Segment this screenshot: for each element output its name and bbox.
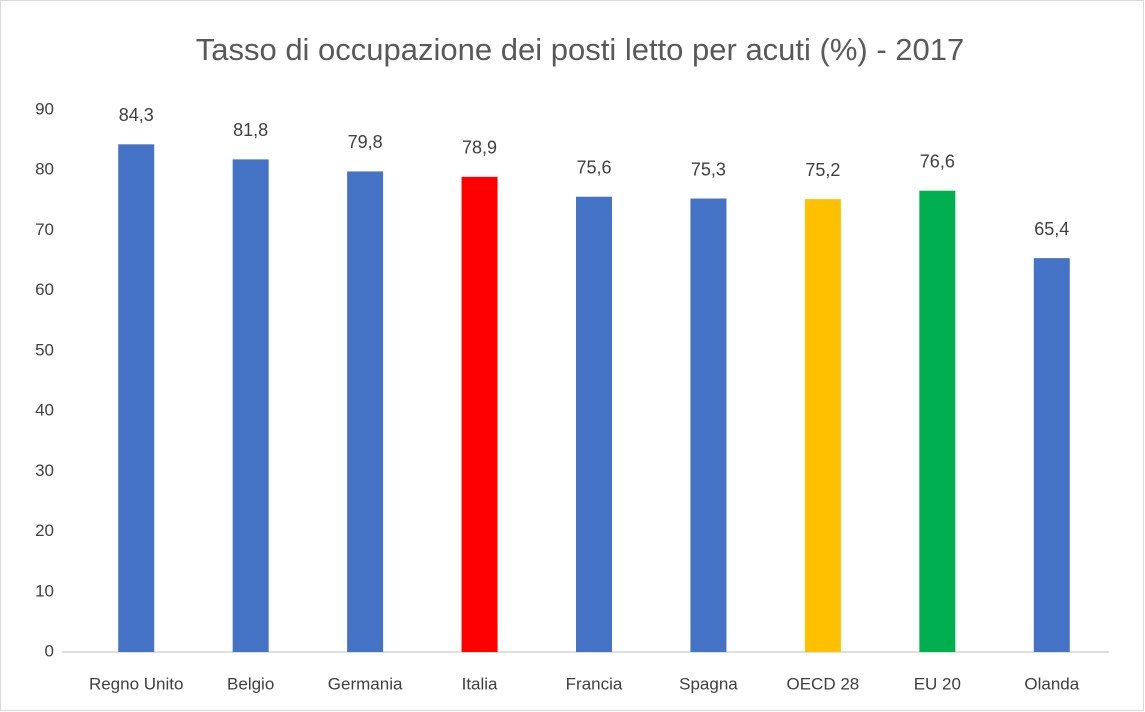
- x-tick-label: EU 20: [914, 674, 961, 693]
- y-tick-label: 50: [35, 340, 54, 359]
- value-label: 75,6: [576, 157, 611, 177]
- bar: [232, 159, 269, 653]
- y-tick-label: 0: [45, 641, 54, 660]
- y-tick-label: 30: [35, 461, 54, 480]
- bar: [461, 176, 498, 652]
- x-tick-label: OECD 28: [787, 674, 860, 693]
- value-label: 78,9: [462, 138, 497, 158]
- x-tick-label: Italia: [462, 674, 498, 693]
- value-label: 84,3: [119, 105, 154, 125]
- x-tick-label: Spagna: [679, 674, 738, 693]
- chart-title: Tasso di occupazione dei posti letto per…: [196, 32, 965, 67]
- y-tick-label: 90: [35, 99, 54, 118]
- x-tick-label: Belgio: [227, 674, 274, 693]
- x-tick-label: Germania: [328, 674, 403, 693]
- y-tick-label: 10: [35, 581, 54, 600]
- value-label: 65,4: [1034, 219, 1069, 239]
- value-label: 79,8: [348, 132, 383, 152]
- bar: [118, 144, 155, 652]
- x-tick-label: Regno Unito: [89, 674, 184, 693]
- bar: [690, 198, 727, 652]
- y-tick-label: 60: [35, 280, 54, 299]
- y-tick-label: 40: [35, 401, 54, 420]
- y-tick-label: 20: [35, 521, 54, 540]
- y-tick-label: 70: [35, 220, 54, 239]
- value-label: 81,8: [233, 120, 268, 140]
- bar: [347, 171, 384, 652]
- value-label: 75,2: [805, 160, 840, 180]
- value-label: 75,3: [691, 159, 726, 179]
- bar: [1033, 258, 1070, 652]
- x-tick-label: Francia: [566, 674, 623, 693]
- bar: [804, 199, 841, 652]
- bar: [576, 196, 612, 652]
- y-tick-label: 80: [35, 160, 54, 179]
- bar: [919, 190, 956, 652]
- x-tick-label: Olanda: [1024, 674, 1079, 693]
- value-label: 76,6: [920, 151, 955, 171]
